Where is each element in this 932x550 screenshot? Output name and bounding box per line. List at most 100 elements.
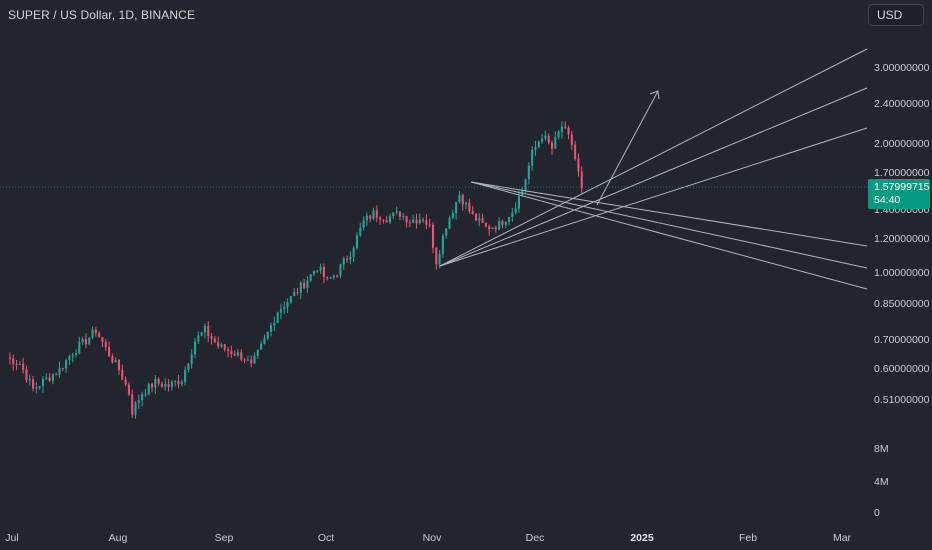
candle-body	[104, 342, 107, 348]
price-tick-label: 0.51000000	[874, 394, 930, 406]
candle-body	[547, 135, 550, 143]
fan-line[interactable]	[439, 87, 868, 267]
fan-line[interactable]	[470, 181, 868, 269]
candle-body	[382, 219, 385, 221]
candle-body	[369, 215, 372, 219]
candle-body	[197, 335, 200, 342]
candle-body	[283, 307, 286, 310]
candle-body	[167, 384, 170, 387]
candle-body	[554, 137, 557, 149]
fan-line[interactable]	[439, 127, 868, 267]
candle-body	[170, 381, 173, 387]
candle-body	[203, 326, 206, 333]
candle-body	[395, 211, 398, 213]
candle-body	[220, 344, 223, 347]
candle-body	[326, 276, 329, 279]
candle-body	[84, 339, 87, 345]
price-tick-label: 0.85000000	[874, 298, 930, 310]
candle-body	[68, 356, 71, 361]
candle-body	[514, 208, 517, 213]
candle-body	[471, 211, 474, 215]
price-tick-label: 0.60000000	[874, 363, 930, 375]
candle-body	[81, 339, 84, 343]
candle-body	[355, 235, 359, 249]
candle-body	[309, 274, 312, 281]
candle-body	[187, 363, 190, 371]
candle-body	[329, 277, 332, 279]
candle-body	[200, 332, 203, 336]
candle-body	[22, 363, 25, 370]
candle-body	[507, 217, 511, 222]
candle-body	[223, 344, 226, 350]
price-tick-label: 1.00000000	[874, 267, 930, 279]
candle-body	[412, 219, 415, 223]
candle-body	[415, 219, 418, 224]
candle-body	[141, 394, 144, 401]
candle-body	[316, 270, 319, 272]
candle-body	[121, 370, 124, 380]
candle-body	[286, 302, 289, 308]
symbol-title[interactable]: SUPER / US Dollar, 1D, BINANCE	[8, 8, 196, 22]
candle-body	[74, 353, 78, 355]
arrow-head[interactable]	[649, 90, 660, 100]
candle-body	[88, 337, 91, 345]
candle-body	[517, 196, 520, 209]
candle-body	[484, 222, 487, 227]
candle-body	[418, 219, 421, 224]
candle-body	[273, 322, 276, 326]
fan-line[interactable]	[439, 48, 868, 267]
currency-button[interactable]: USD	[868, 4, 924, 26]
candle-body	[91, 329, 94, 338]
arrow-line[interactable]	[596, 90, 659, 206]
time-tick-label: Mar	[832, 532, 852, 544]
candle-body	[270, 325, 273, 332]
current-price-value: 1.57999715	[874, 181, 930, 193]
candle-body	[527, 165, 530, 180]
candle-body	[422, 219, 425, 221]
candle-body	[465, 202, 468, 205]
candle-body	[15, 364, 18, 366]
bar-countdown: 54:40	[874, 194, 901, 206]
candle-body	[177, 381, 180, 385]
candle-body	[25, 369, 28, 381]
candle-body	[35, 387, 38, 389]
candle-body	[111, 356, 114, 363]
fan-line[interactable]	[470, 181, 868, 290]
candle-body	[58, 367, 61, 375]
candle-body	[243, 359, 246, 361]
time-tick-label: Nov	[422, 532, 442, 544]
candle-body	[289, 296, 292, 303]
candle-body	[233, 353, 236, 356]
candle-body	[266, 331, 269, 339]
candle-body	[455, 201, 458, 214]
candle-body	[41, 379, 44, 387]
candle-body	[408, 222, 411, 224]
drawings-layer[interactable]	[439, 48, 868, 290]
candle-body	[567, 127, 570, 135]
candle-body	[550, 142, 554, 149]
candle-body	[319, 266, 322, 271]
candles-layer	[8, 121, 583, 419]
candle-body	[147, 383, 150, 395]
candle-body	[511, 212, 514, 218]
candle-body	[445, 228, 448, 236]
fan-line[interactable]	[470, 181, 868, 247]
candle-body	[428, 224, 431, 226]
candle-body	[246, 359, 249, 361]
candle-body	[71, 354, 74, 357]
candle-body	[303, 282, 306, 289]
candle-body	[474, 214, 477, 221]
time-tick-label: Sep	[214, 532, 234, 544]
candle-body	[458, 194, 461, 202]
candle-body	[336, 275, 339, 277]
candle-body	[276, 312, 279, 323]
candle-body	[478, 217, 481, 221]
price-tick-label: 1.20000000	[874, 233, 930, 245]
candle-body	[164, 384, 167, 387]
candle-body	[322, 266, 325, 277]
volume-tick-label: 0	[874, 507, 880, 519]
candle-body	[12, 358, 15, 365]
candle-body	[332, 275, 335, 278]
